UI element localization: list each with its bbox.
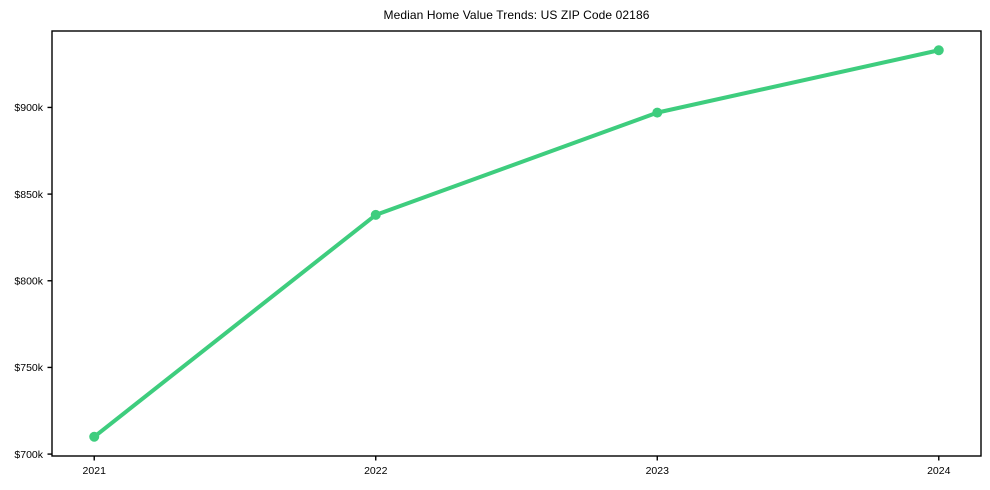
y-tick-label: $700k xyxy=(14,449,43,461)
y-tick-label: $850k xyxy=(14,189,43,201)
y-tick-label: $800k xyxy=(14,275,43,287)
x-tick-label: 2021 xyxy=(83,465,107,477)
x-tick-label: 2023 xyxy=(646,465,670,477)
data-point-marker xyxy=(370,209,381,220)
data-point-marker xyxy=(89,431,100,442)
x-tick-label: 2022 xyxy=(364,465,388,477)
y-tick-label: $900k xyxy=(14,102,43,114)
chart-title: Median Home Value Trends: US ZIP Code 02… xyxy=(383,8,650,22)
data-point-marker xyxy=(652,107,663,118)
y-tick-label: $750k xyxy=(14,362,43,374)
x-tick-label: 2024 xyxy=(927,465,951,477)
data-point-marker xyxy=(933,45,944,56)
series-line xyxy=(92,48,941,439)
plot-border xyxy=(51,30,982,457)
